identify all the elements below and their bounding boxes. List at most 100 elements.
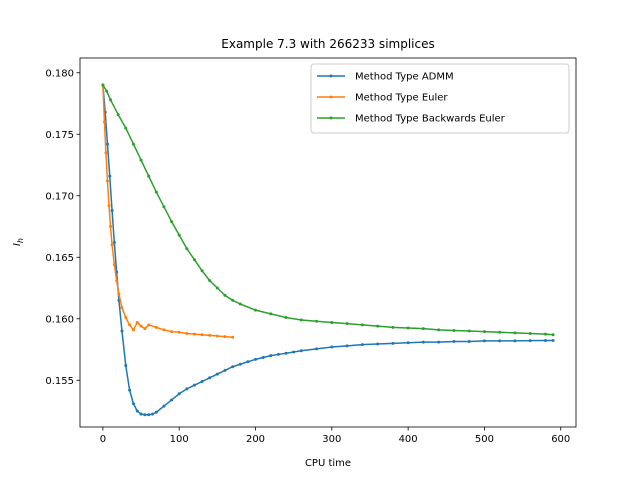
data-point (215, 286, 219, 290)
series-line (102, 84, 554, 416)
data-point (147, 174, 151, 178)
data-point (105, 142, 109, 146)
data-point (315, 347, 319, 351)
data-point (345, 344, 349, 348)
data-point (101, 83, 105, 87)
y-tick-label: 0.180 (45, 68, 74, 79)
data-point (276, 352, 280, 356)
data-point (124, 126, 128, 130)
data-point (109, 225, 113, 229)
y-tick-label: 0.170 (45, 191, 74, 202)
data-point (139, 324, 143, 328)
data-point (107, 204, 111, 208)
data-point (215, 334, 219, 338)
y-tick-label: 0.160 (45, 314, 74, 325)
data-point (391, 325, 395, 329)
data-point (208, 279, 212, 283)
legend-entry: Method Type ADMM (317, 72, 454, 83)
data-point (261, 356, 265, 360)
data-point (238, 302, 242, 306)
data-point (376, 342, 380, 346)
data-point (128, 323, 132, 327)
data-point (215, 372, 219, 376)
data-point (223, 368, 227, 372)
data-point (498, 339, 502, 343)
y-tick-label: 0.175 (45, 130, 74, 141)
y-axis-label: Ih (12, 238, 25, 246)
x-tick-label: 100 (170, 434, 189, 445)
data-point (254, 357, 258, 361)
plot-area: 0 100 200 300 400 500 600 0.155 0.160 0.165 0.170… (45, 57, 577, 445)
data-point (421, 327, 425, 331)
data-point (110, 209, 114, 213)
data-point (139, 412, 143, 416)
data-point (238, 362, 242, 366)
data-point (246, 360, 250, 364)
data-point (467, 329, 471, 333)
legend-marker (329, 116, 333, 120)
data-point (185, 332, 189, 336)
legend-frame (310, 63, 570, 134)
data-point (185, 247, 189, 251)
data-point (192, 383, 196, 387)
chart-title: Example 7.3 with 266233 simplices (221, 37, 434, 51)
x-tick-label: 300 (322, 434, 341, 445)
data-point (124, 364, 128, 367)
data-point (330, 345, 334, 349)
data-point (299, 349, 303, 353)
data-point (543, 332, 547, 336)
data-point (116, 113, 120, 117)
data-point (112, 263, 116, 267)
data-point (498, 330, 502, 334)
data-point (406, 341, 410, 345)
data-point (231, 298, 235, 302)
data-point (208, 376, 212, 380)
data-point (120, 329, 124, 333)
data-point (482, 339, 486, 343)
series-layer (101, 83, 555, 417)
data-point (551, 333, 555, 337)
y-axis-label-subscript: h (16, 238, 25, 243)
x-tick-label: 0 (100, 434, 106, 445)
y-tick-label: 0.165 (45, 253, 74, 264)
data-point (192, 332, 196, 336)
data-point (482, 330, 486, 334)
data-point (452, 340, 456, 344)
data-point (299, 318, 303, 322)
data-point (528, 339, 532, 343)
data-point (292, 350, 296, 354)
legend-label: Method Type Backwards Euler (355, 114, 506, 125)
data-point (467, 340, 471, 344)
data-point (376, 324, 380, 328)
data-point (110, 243, 114, 247)
data-point (105, 179, 109, 183)
data-point (437, 328, 441, 332)
data-point (154, 190, 158, 194)
series-0 (101, 83, 555, 417)
data-point (104, 151, 108, 155)
data-point (330, 320, 334, 324)
data-point (452, 328, 456, 332)
data-point (421, 340, 425, 344)
data-point (551, 339, 555, 343)
data-point (147, 323, 151, 327)
data-point (170, 220, 174, 224)
legend: Method Type ADMM Method Type Euler Method … (310, 63, 570, 134)
data-point (200, 269, 204, 273)
data-point (135, 409, 139, 413)
x-tick-label: 400 (399, 434, 418, 445)
data-point (135, 320, 139, 324)
data-point (254, 308, 258, 312)
data-point (154, 410, 158, 414)
data-point (192, 258, 196, 262)
data-point (131, 402, 135, 406)
data-point (200, 379, 204, 383)
data-point (528, 332, 532, 336)
data-point (143, 327, 147, 331)
legend-label: Method Type Euler (355, 93, 448, 104)
data-point (102, 120, 106, 124)
data-point (170, 330, 174, 334)
legend-label: Method Type ADMM (355, 72, 454, 83)
data-point (177, 233, 181, 237)
